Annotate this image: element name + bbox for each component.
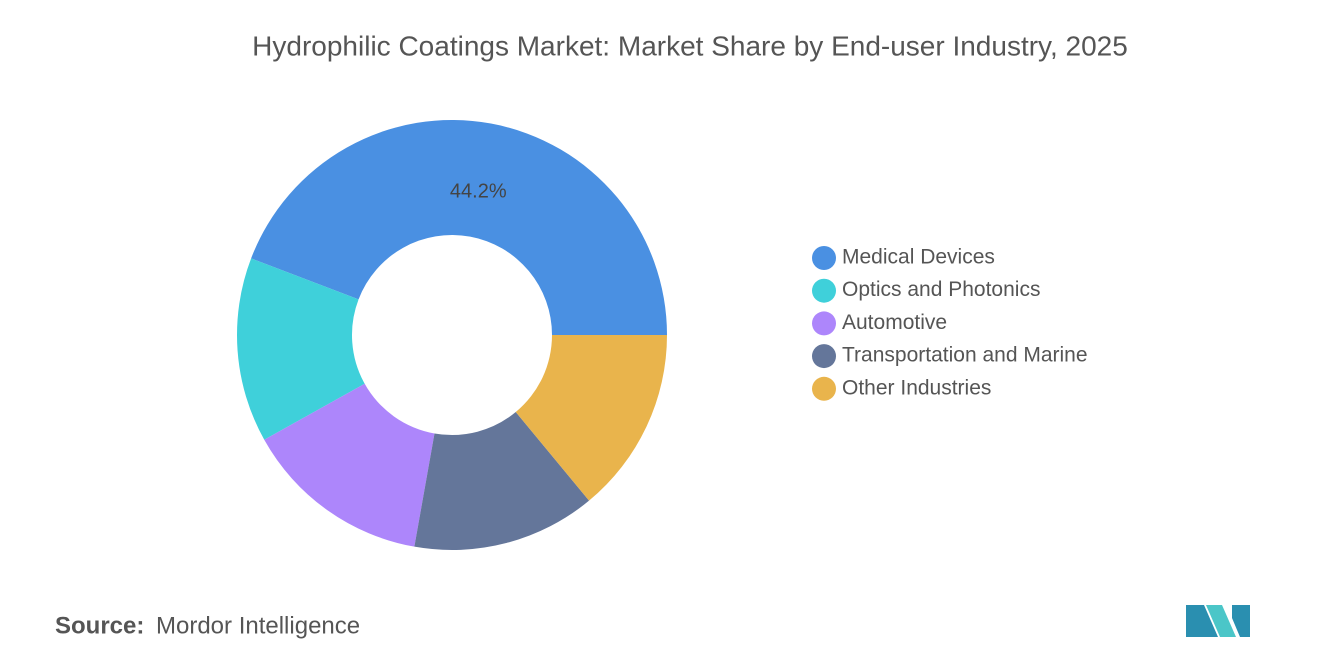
data-label: 44.2%	[450, 181, 507, 203]
chart-title: Hydrophilic Coatings Market: Market Shar…	[252, 30, 1128, 61]
slice	[515, 335, 667, 501]
slice	[236, 258, 365, 440]
logo-part	[1186, 605, 1218, 637]
logo	[1186, 605, 1250, 637]
legend-marker	[812, 344, 836, 369]
legend-label: Automotive	[842, 311, 947, 334]
legend-label: Other Industries	[842, 376, 991, 399]
legend-label: Medical Devices	[842, 246, 995, 269]
legend-marker	[812, 278, 836, 303]
legend-label: Transportation and Marine	[842, 344, 1088, 367]
logo-part	[1206, 605, 1236, 637]
legend-marker	[812, 311, 836, 336]
slice	[264, 383, 435, 547]
legend-label: Optics and Photonics	[842, 278, 1040, 301]
slice	[414, 412, 590, 550]
legend-marker	[812, 376, 836, 401]
legend-marker	[812, 246, 836, 270]
slice	[251, 119, 668, 335]
source-label: Source:	[55, 612, 144, 639]
logo-part	[1232, 605, 1250, 637]
source: Mordor Intelligence	[156, 612, 360, 639]
